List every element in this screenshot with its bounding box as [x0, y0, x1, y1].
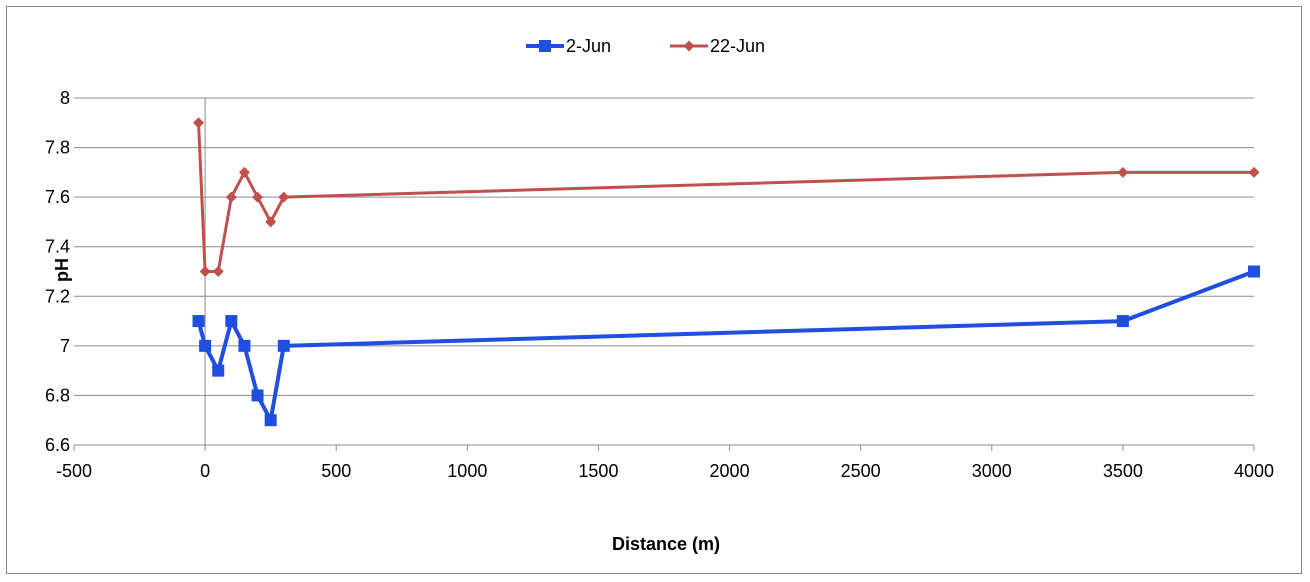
data-point-square [238, 339, 251, 352]
x-tick-label: 500 [321, 461, 351, 481]
data-point-square [264, 414, 277, 427]
x-tick-label: 0 [200, 461, 210, 481]
y-tick-label: 7 [60, 336, 70, 356]
series-line [197, 122, 1254, 273]
data-point-square [212, 364, 225, 377]
data-point-diamond [212, 266, 224, 277]
data-point-diamond [683, 40, 695, 52]
data-point-diamond [1248, 166, 1260, 178]
series-layer [192, 117, 1260, 427]
legend-label: 22-Jun [710, 36, 765, 56]
data-point-diamond [265, 216, 277, 228]
legend-item-2-jun: 2-Jun [526, 36, 611, 56]
y-tick-label: 6.8 [45, 385, 70, 405]
data-point-square [1248, 265, 1260, 278]
data-point-square [199, 339, 212, 352]
data-point-square [539, 40, 551, 52]
x-tick-label: 1000 [447, 461, 487, 481]
x-axis-label: Distance (m) [612, 534, 720, 554]
data-point-square [192, 315, 205, 328]
x-tick-label: 2000 [710, 461, 750, 481]
x-tick-label: 2500 [841, 461, 881, 481]
y-axis-label: pH [52, 258, 72, 282]
chart-frame [6, 6, 1302, 574]
x-tick-label: 3500 [1103, 461, 1143, 481]
data-point-diamond [199, 266, 211, 277]
y-tick-label: 6.6 [45, 435, 70, 455]
x-tick-label: -500 [56, 461, 92, 481]
data-point-square [225, 315, 238, 328]
axes [73, 98, 1255, 451]
y-tick-label: 7.4 [45, 237, 70, 257]
x-tick-label: 1500 [578, 461, 618, 481]
gridlines [74, 97, 1254, 446]
data-point-square [1116, 315, 1129, 328]
data-point-square [277, 339, 290, 352]
y-tick-label: 7.8 [45, 138, 70, 158]
series-line [196, 269, 1255, 423]
legend: 2-Jun 22-Jun [526, 36, 765, 56]
x-tick-label: 4000 [1234, 461, 1274, 481]
y-tick-label: 8 [60, 88, 70, 108]
data-point-diamond [278, 191, 290, 203]
y-tick-labels: 6.6 6.8 7 7.2 7.4 7.6 7.8 8 [45, 88, 70, 455]
x-tick-label: 3000 [972, 461, 1012, 481]
series-22-jun [193, 117, 1260, 277]
legend-item-22-jun: 22-Jun [670, 36, 765, 56]
data-point-diamond [225, 191, 237, 203]
data-point-diamond [238, 166, 250, 178]
data-point-diamond [252, 191, 264, 203]
data-point-diamond [1117, 166, 1129, 178]
data-point-diamond [193, 117, 205, 129]
y-tick-label: 7.2 [45, 286, 70, 306]
legend-label: 2-Jun [566, 36, 611, 56]
y-tick-label: 7.6 [45, 187, 70, 207]
series-2-jun [192, 265, 1260, 427]
data-point-square [251, 389, 264, 402]
x-tick-labels: -500 0 500 1000 1500 2000 2500 3000 3500 4000 [56, 461, 1274, 481]
